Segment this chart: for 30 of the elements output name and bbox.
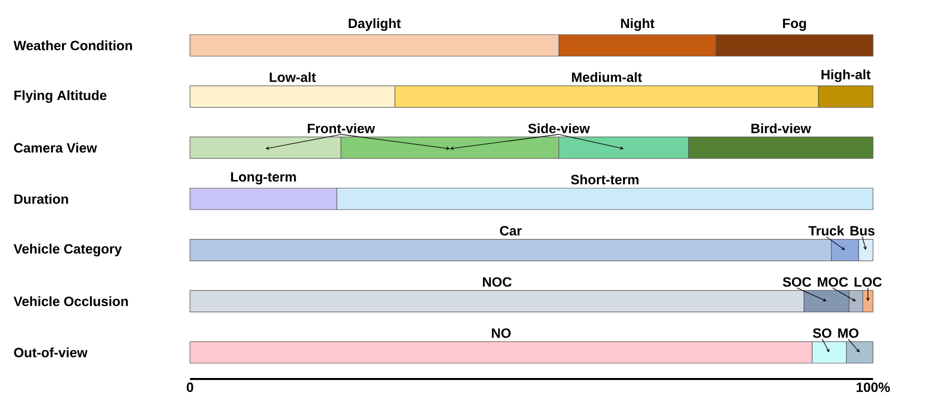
- series-label: Short-term: [570, 174, 638, 184]
- series-label: SO: [812, 328, 832, 338]
- x-tick-label: 100%: [856, 382, 890, 392]
- series-label: Car: [500, 226, 522, 236]
- series-label: MO: [838, 328, 858, 338]
- series-label: Truck: [808, 226, 844, 236]
- x-tick-label: 0: [186, 382, 194, 392]
- y-tick-label: Vehicle Occlusion: [14, 296, 128, 306]
- series-label: Medium-alt: [572, 72, 642, 82]
- series-label: Long-term: [231, 172, 296, 184]
- y-tick-label: Duration: [14, 194, 68, 204]
- y-tick-label: Weather Condition: [14, 40, 132, 50]
- series-label: NO: [492, 328, 511, 338]
- y-tick-label: Flying Altitude: [14, 90, 106, 103]
- y-tick-label: Out-of-view: [14, 347, 88, 358]
- series-label: Low-alt: [270, 72, 316, 82]
- series-label: LOC: [854, 277, 882, 287]
- y-tick-label: Camera View: [14, 142, 98, 153]
- series-label: Night: [621, 18, 654, 31]
- series-label: MOC: [818, 277, 848, 287]
- y-tick-label: Vehicle Category: [14, 244, 122, 256]
- series-label: Fog: [783, 18, 806, 31]
- series-label: Bird-view: [751, 123, 812, 134]
- series-label: NOC: [482, 277, 512, 287]
- annotation: Front-view: [308, 123, 375, 134]
- annotation: Side-view: [528, 123, 590, 134]
- series-label: Daylight: [348, 18, 401, 31]
- series-label: Bus: [850, 226, 874, 236]
- series-label: SOC: [782, 277, 812, 287]
- series-label: High-alt: [822, 69, 871, 82]
